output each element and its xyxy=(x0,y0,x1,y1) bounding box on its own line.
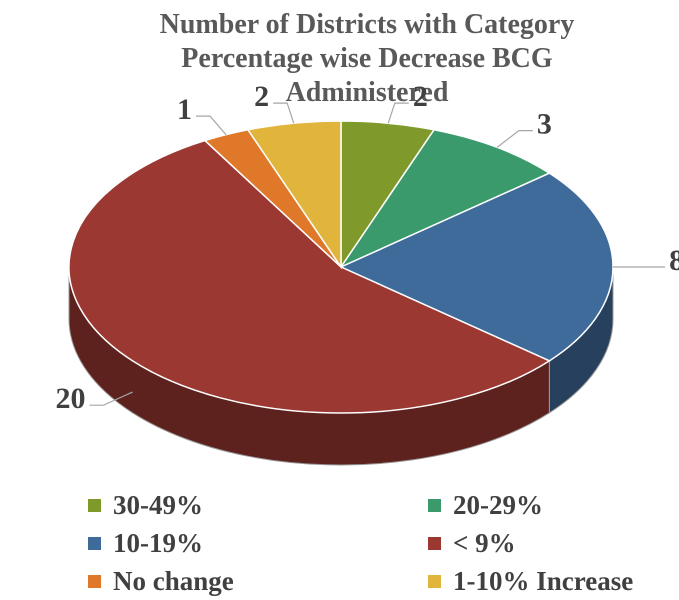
leader-line xyxy=(387,102,409,124)
data-label: 8 xyxy=(669,244,679,277)
slice xyxy=(68,139,551,414)
legend-swatch xyxy=(88,498,101,512)
legend-swatch xyxy=(428,574,441,588)
data-label: 3 xyxy=(537,108,552,141)
slice xyxy=(246,120,342,270)
legend-label: 1-10% Increase xyxy=(453,566,634,596)
legend-item: No change xyxy=(88,564,428,598)
data-label: 20 xyxy=(55,382,85,415)
legend-item: 10-19% xyxy=(88,526,428,560)
legend-item: 1-10% Increase xyxy=(428,564,668,598)
data-label: 2 xyxy=(254,80,269,113)
legend-label: 10-19% xyxy=(113,528,203,558)
slice xyxy=(338,128,551,269)
leader-line xyxy=(273,102,295,124)
legend-item: 20-29% xyxy=(428,488,668,522)
legend: 30-49% 20-29% 10-19% < 9% No change 1-10% Inc… xyxy=(88,488,668,598)
legend-label: 20-29% xyxy=(453,490,543,520)
leader-line xyxy=(496,130,533,148)
legend-swatch xyxy=(428,536,441,550)
leader-line xyxy=(89,391,133,406)
legend-item: < 9% xyxy=(428,526,668,560)
slice xyxy=(339,172,614,362)
legend-label: < 9% xyxy=(453,528,516,558)
data-label: 2 xyxy=(413,80,428,113)
legend-swatch xyxy=(428,498,441,512)
legend-item: 30-49% xyxy=(88,488,428,522)
legend-swatch xyxy=(88,574,101,588)
leader-line xyxy=(195,115,227,136)
legend-label: 30-49% xyxy=(113,490,203,520)
chart-title: Number of Districts with Category Percen… xyxy=(159,9,575,108)
data-label: 1 xyxy=(177,93,192,126)
legend-swatch xyxy=(88,536,101,550)
legend-label: No change xyxy=(113,566,234,596)
